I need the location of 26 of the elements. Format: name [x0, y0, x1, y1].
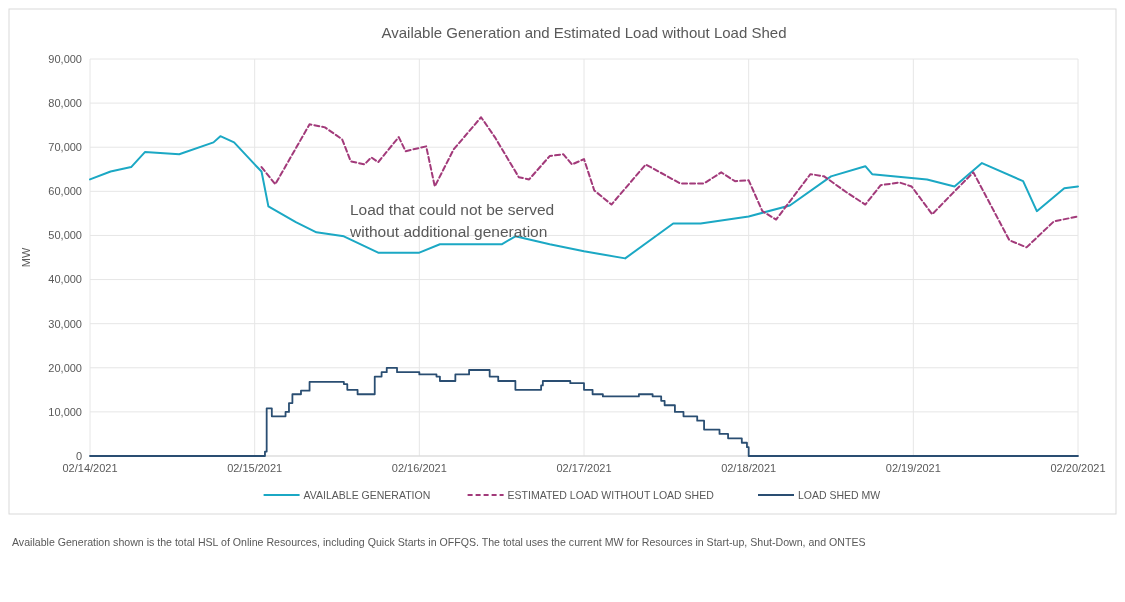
y-tick-label: 20,000 [48, 361, 82, 374]
legend-label: LOAD SHED MW [798, 488, 881, 501]
y-tick-label: 10,000 [48, 405, 82, 418]
y-tick-label: 70,000 [48, 141, 82, 154]
y-tick-label: 0 [75, 449, 82, 462]
text: Available Generation shown is the total HSL of Online Resources, including Quick Starts in OFFQS. The total uses the current MW for Resources in Start-up, Shut-Down, and ONTES [12, 536, 866, 548]
x-tick-label: 02/14/2021 [62, 462, 118, 474]
legend-label: AVAILABLE GENERATION [303, 488, 431, 501]
y-tick-label: 50,000 [48, 229, 82, 242]
x-tick-label: 02/17/2021 [556, 462, 612, 474]
legend-label: ESTIMATED LOAD WITHOUT LOAD SHED [507, 488, 715, 501]
y-axis-title: MW [20, 247, 32, 268]
x-tick-label: 02/20/2021 [1050, 462, 1106, 474]
chart-title: Available Generation and Estimated Load without Load Shed [381, 24, 787, 41]
y-tick-label: 90,000 [48, 52, 82, 65]
y-tick-label: 30,000 [48, 317, 82, 330]
line-series [89, 135, 1079, 260]
x-tick-label: 02/19/2021 [885, 462, 941, 474]
y-tick-label: 40,000 [48, 273, 82, 286]
y-tick-label: 60,000 [48, 185, 82, 198]
annotation: Load that could not be served without additional generation [349, 201, 555, 240]
x-tick-label: 02/18/2021 [721, 462, 777, 474]
x-tick-label: 02/16/2021 [391, 462, 447, 474]
line-series [260, 116, 1079, 249]
x-tick-label: 02/15/2021 [227, 462, 283, 474]
y-tick-label: 80,000 [48, 96, 82, 109]
